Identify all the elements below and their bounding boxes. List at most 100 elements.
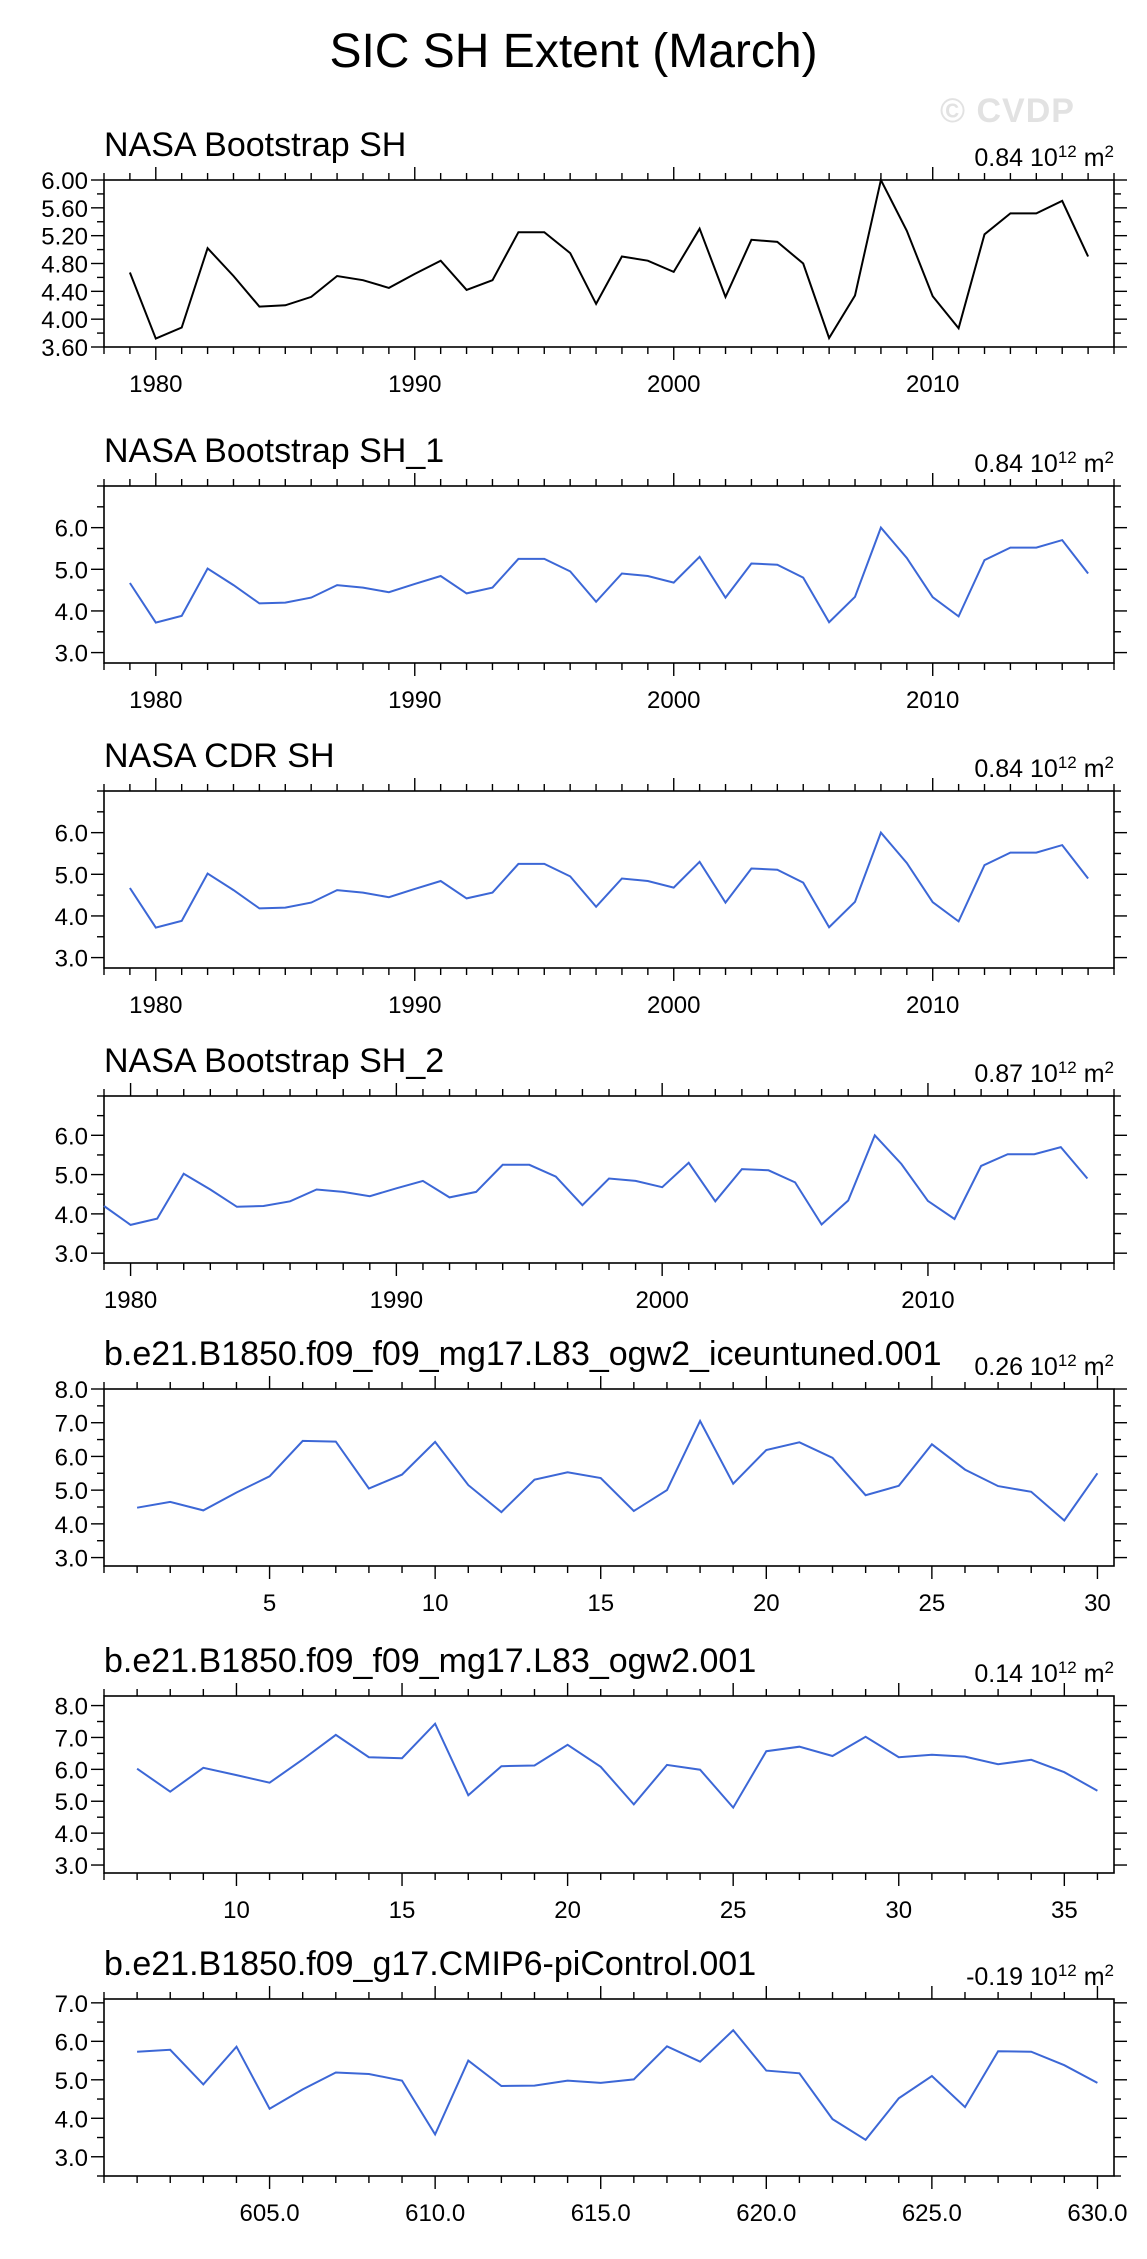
- stat-value: 0.84: [974, 450, 1023, 478]
- chart-title: NASA Bootstrap SH_2: [104, 1042, 444, 1080]
- stat-unit-suffix: m: [1077, 1353, 1105, 1381]
- y-tick-label: 4.0: [55, 1512, 88, 1539]
- stat-unit-exp: 12: [1058, 448, 1077, 467]
- x-tick-label: 625.0: [902, 2200, 962, 2227]
- y-tick-label: 6.0: [55, 1123, 88, 1150]
- x-tick-label: 2000: [647, 371, 700, 398]
- x-tick-label: 1980: [129, 992, 182, 1019]
- chart-title: NASA Bootstrap SH: [104, 126, 406, 164]
- stat-unit-sup: 2: [1105, 142, 1114, 161]
- x-tick-label: 630.0: [1067, 2200, 1127, 2227]
- y-tick-label: 4.0: [55, 904, 88, 931]
- x-tick-label: 1990: [388, 687, 441, 714]
- x-tick-label: 35: [1051, 1897, 1078, 1924]
- y-tick-label: 4.40: [41, 279, 88, 306]
- page-title: SIC SH Extent (March): [329, 25, 818, 78]
- y-tick-label: 7.0: [55, 1991, 88, 2018]
- x-tick-label: 2000: [647, 992, 700, 1019]
- stat-unit-base: 10: [1030, 755, 1058, 783]
- stat-unit-base: 10: [1030, 144, 1058, 172]
- stat-unit-sup: 2: [1105, 1961, 1114, 1980]
- stat-unit-exp: 12: [1058, 1961, 1077, 1980]
- x-tick-label: 1990: [388, 371, 441, 398]
- chart-panel-2: NASA Bootstrap SH_1 0.84 1012 m2 3.0 4.0 5.0…: [55, 432, 1127, 714]
- x-tick-label: 610.0: [405, 2200, 465, 2227]
- stat-unit-sup: 2: [1105, 1058, 1114, 1077]
- stat-unit-sup: 2: [1105, 448, 1114, 467]
- y-tick-label: 4.0: [55, 1202, 88, 1229]
- x-tick-label: 1990: [388, 992, 441, 1019]
- chart-panel-3: NASA CDR SH 0.84 1012 m2 3.0 4.0 5.0 6.0 1980 1…: [55, 737, 1127, 1019]
- y-tick-label: 6.0: [55, 2029, 88, 2056]
- stat-value: 0.84: [974, 755, 1023, 783]
- series-line: [137, 2028, 1098, 2142]
- y-tick-label: 7.0: [55, 1411, 88, 1438]
- plot-frame: [103, 1695, 1115, 1874]
- series-line: [136, 1721, 1098, 1810]
- y-tick-label: 4.0: [55, 2106, 88, 2133]
- y-tick-label: 6.0: [55, 516, 88, 543]
- x-tick-label: 2000: [647, 687, 700, 714]
- series-line: [129, 525, 1089, 624]
- y-tick-label: 4.80: [41, 252, 88, 279]
- y-tick-label: 3.60: [41, 335, 88, 362]
- chart-panel-6: b.e21.B1850.f09_f09_mg17.L83_ogw2.001 0.1…: [55, 1642, 1127, 1924]
- x-tick-label: 620.0: [736, 2200, 796, 2227]
- x-tick-label: 2010: [901, 1287, 954, 1314]
- x-tick-label: 1980: [129, 371, 182, 398]
- y-tick-label: 4.0: [55, 1821, 88, 1848]
- stat-unit-base: 10: [1030, 1353, 1058, 1381]
- y-tick-label: 4.0: [55, 599, 88, 626]
- stat-value: 0.26: [974, 1353, 1023, 1381]
- stat-unit-suffix: m: [1077, 1060, 1105, 1088]
- stat-unit-suffix: m: [1077, 1660, 1105, 1688]
- x-tick-label: 25: [720, 1897, 747, 1924]
- y-tick-label: 6.00: [41, 168, 88, 195]
- y-tick-label: 3.0: [55, 1241, 88, 1268]
- x-tick-label: 1980: [129, 687, 182, 714]
- chart-title: b.e21.B1850.f09_g17.CMIP6-piControl.001: [104, 1945, 756, 1983]
- y-tick-label: 4.00: [41, 307, 88, 334]
- y-tick-label: 3.0: [55, 1546, 88, 1573]
- y-tick-label: 3.0: [55, 1853, 88, 1880]
- chart-panel-1: NASA Bootstrap SH 0.84 1012 m2 3.604.004.4…: [41, 126, 1127, 398]
- cvdp-watermark: © CVDP: [940, 92, 1075, 130]
- y-tick-label: 5.0: [55, 2068, 88, 2095]
- y-tick-label: 5.20: [41, 224, 88, 251]
- y-tick-label: 8.0: [55, 1694, 88, 1721]
- x-tick-label: 2000: [635, 1287, 688, 1314]
- plot-frame: [103, 1388, 1115, 1567]
- y-tick-label: 5.0: [55, 1478, 88, 1505]
- stat-label: 0.84 1012 m2: [974, 448, 1114, 478]
- x-tick-label: 30: [1084, 1590, 1111, 1617]
- y-tick-label: 7.0: [55, 1725, 88, 1752]
- chart-title: NASA CDR SH: [104, 737, 335, 775]
- stat-unit-exp: 12: [1058, 1351, 1077, 1370]
- x-tick-label: 615.0: [571, 2200, 631, 2227]
- stat-value: 0.14: [974, 1660, 1023, 1688]
- series-line: [128, 177, 1090, 341]
- y-tick-label: 5.0: [55, 557, 88, 584]
- plot-frame: [103, 485, 1115, 664]
- stat-unit-base: 10: [1030, 450, 1058, 478]
- plot-frame: [103, 179, 1115, 348]
- stat-value: -0.19: [966, 1963, 1023, 1991]
- y-tick-label: 5.0: [55, 1163, 88, 1190]
- stat-unit-base: 10: [1030, 1660, 1058, 1688]
- y-tick-label: 6.0: [55, 1757, 88, 1784]
- y-tick-label: 5.60: [41, 196, 88, 223]
- stat-label: 0.84 1012 m2: [974, 753, 1114, 783]
- y-tick-label: 5.0: [55, 1789, 88, 1816]
- x-tick-label: 15: [587, 1590, 614, 1617]
- x-tick-label: 20: [554, 1897, 581, 1924]
- stat-unit-suffix: m: [1077, 1963, 1105, 1991]
- x-tick-label: 25: [919, 1590, 946, 1617]
- x-tick-label: 1990: [370, 1287, 423, 1314]
- stat-unit-exp: 12: [1058, 1058, 1077, 1077]
- y-tick-label: 8.0: [55, 1377, 88, 1404]
- stat-unit-exp: 12: [1058, 1658, 1077, 1677]
- plot-frame: [103, 1998, 1115, 2177]
- x-tick-label: 2010: [906, 992, 959, 1019]
- stat-label: 0.14 1012 m2: [974, 1658, 1114, 1688]
